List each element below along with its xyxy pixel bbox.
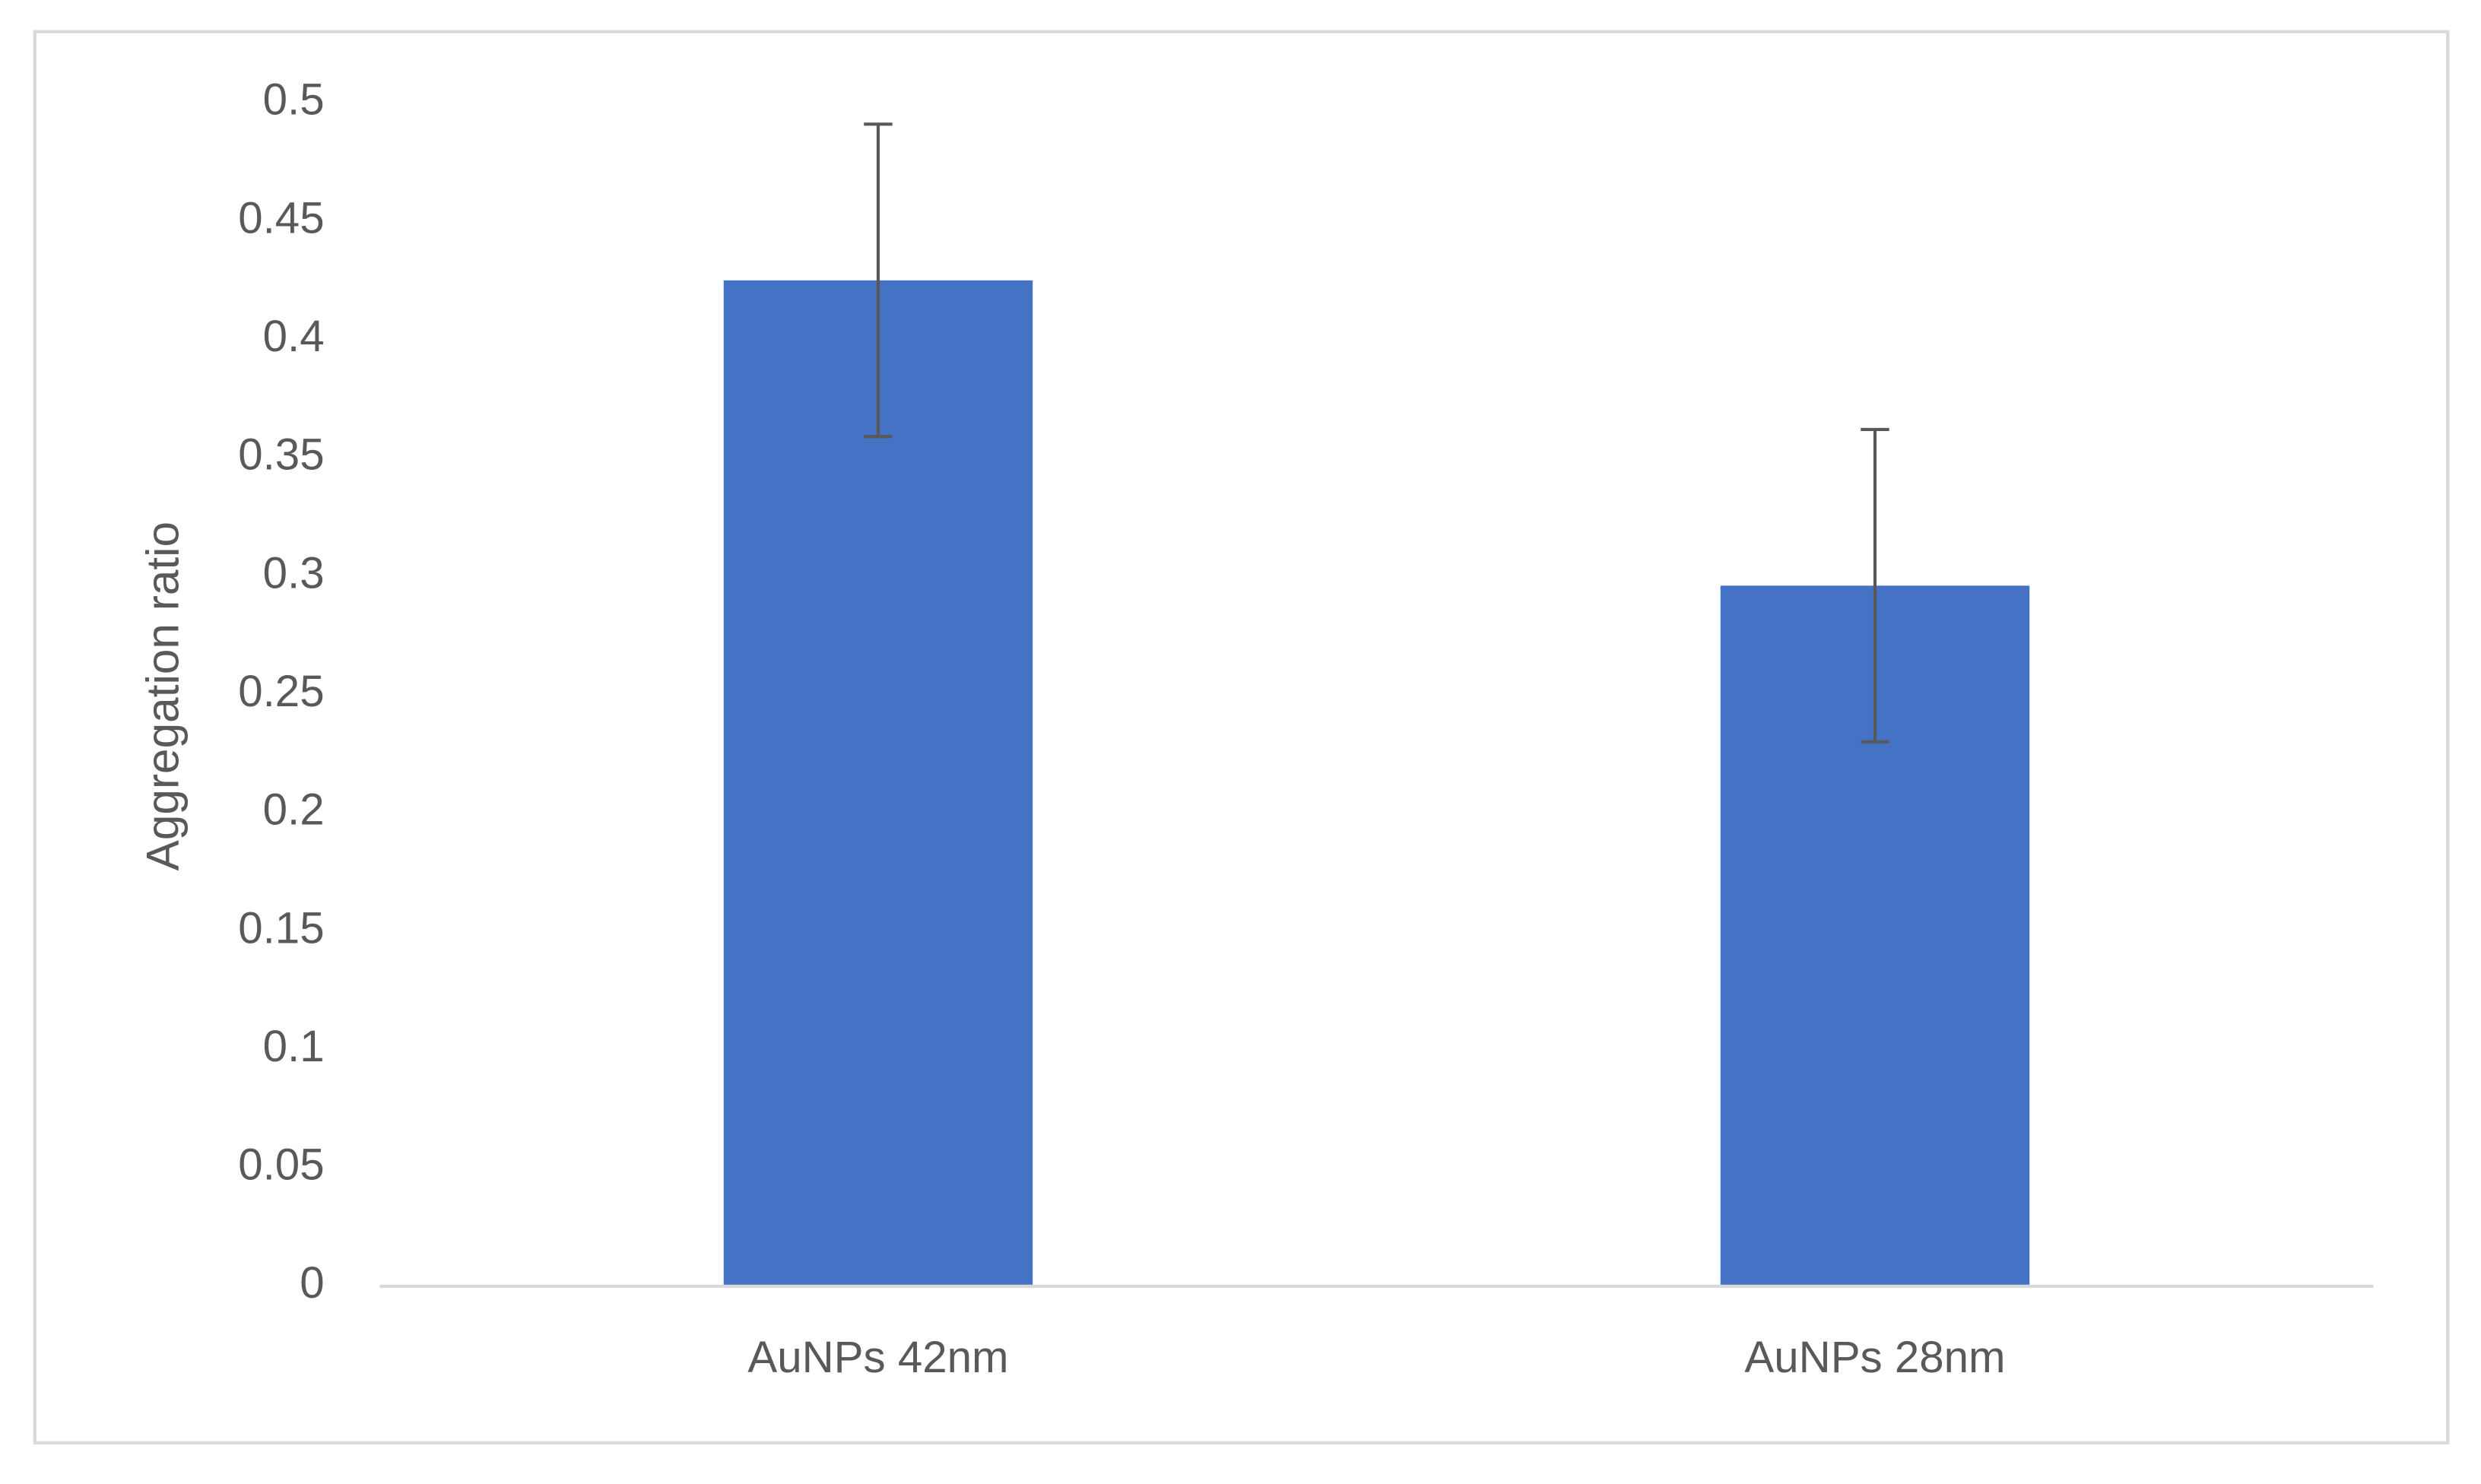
x-tick-label: AuNPs 42nm — [747, 1333, 1008, 1382]
y-tick-label: 0.25 — [238, 667, 324, 716]
y-tick-label: 0.3 — [263, 548, 325, 598]
y-tick-label: 0.5 — [263, 75, 325, 125]
y-tick-label: 0.4 — [263, 312, 325, 361]
y-tick-label: 0.2 — [263, 785, 325, 835]
y-tick-label: 0.05 — [238, 1140, 324, 1190]
error-bar — [864, 122, 893, 439]
bar — [723, 280, 1033, 1286]
y-tick-label: 0 — [300, 1258, 324, 1308]
y-tick-label: 0.15 — [238, 903, 324, 953]
y-tick-label: 0.1 — [263, 1022, 325, 1071]
y-tick-label: 0.35 — [238, 430, 324, 480]
chart-frame — [33, 30, 2450, 1444]
x-tick-label: AuNPs 28nm — [1744, 1333, 2005, 1382]
y-axis-label: Aggregation ratio — [136, 522, 188, 870]
error-bar — [1861, 427, 1889, 744]
y-tick-label: 0.45 — [238, 193, 324, 243]
